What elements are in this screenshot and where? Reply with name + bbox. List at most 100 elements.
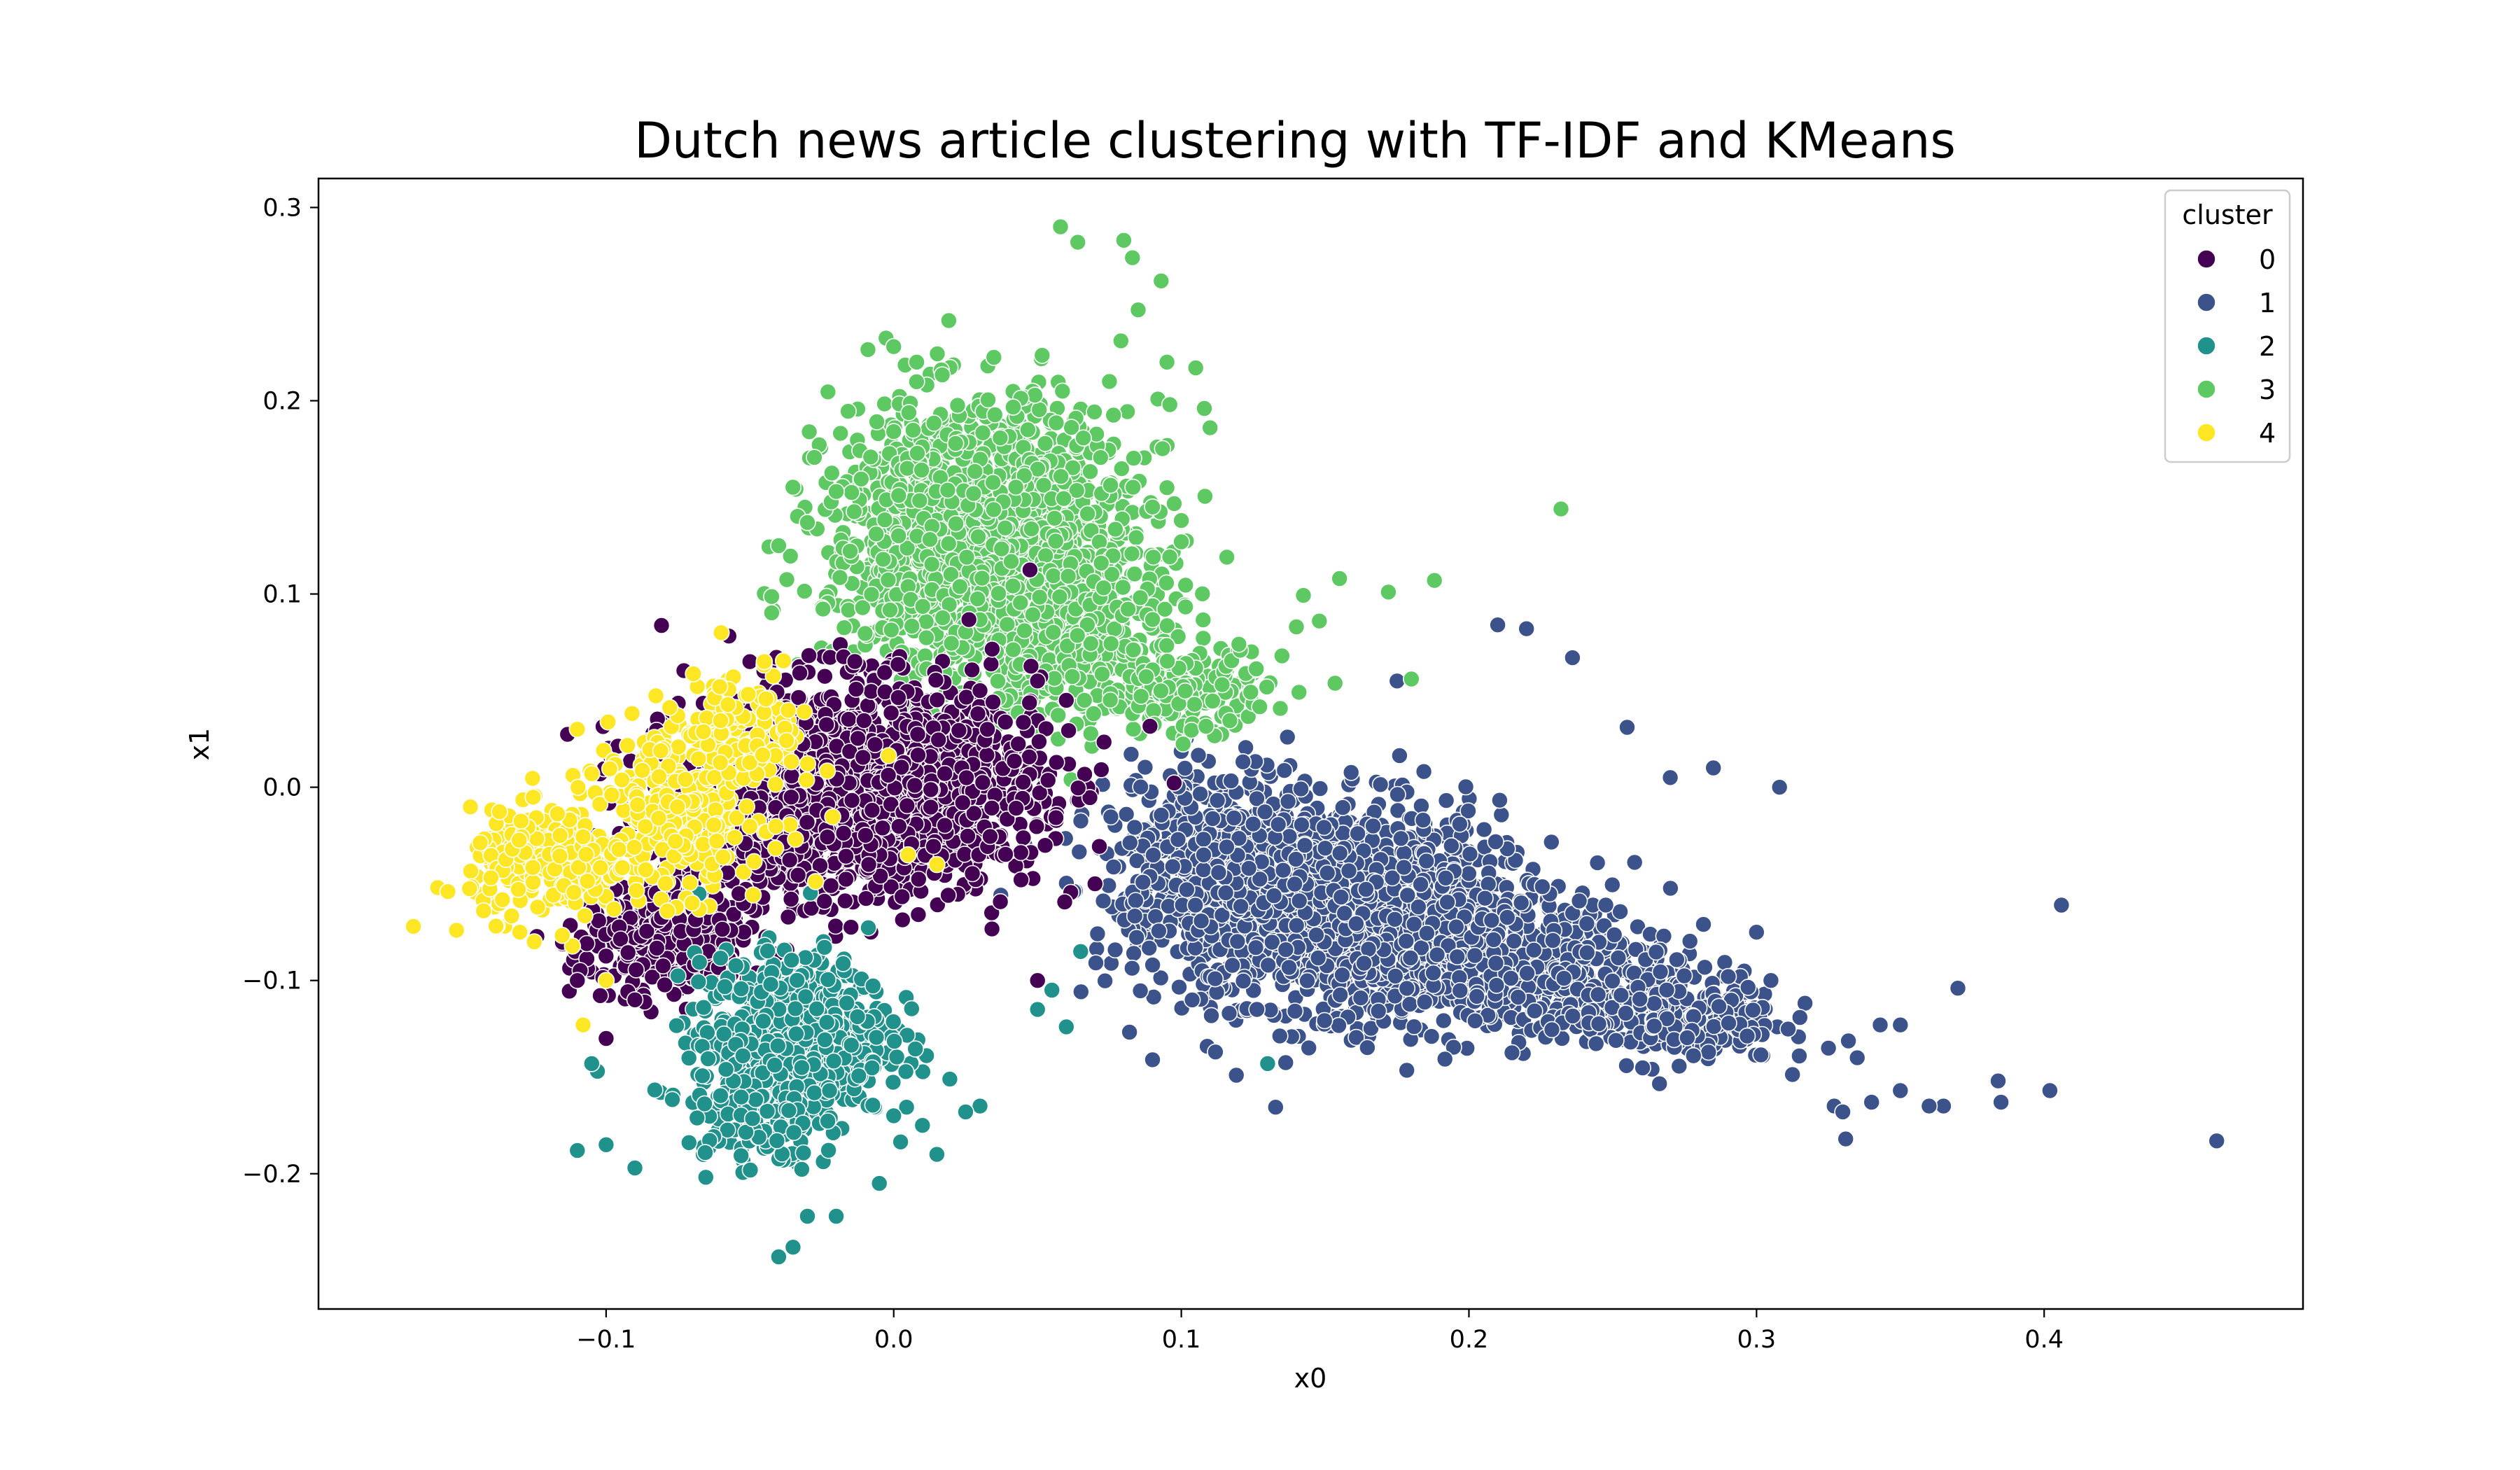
- data-point: [1412, 876, 1429, 893]
- data-point: [1112, 332, 1130, 350]
- data-point: [1176, 682, 1194, 700]
- data-point: [885, 423, 902, 440]
- data-point: [1186, 896, 1204, 914]
- data-point: [1564, 1007, 1582, 1025]
- data-point: [1762, 972, 1780, 989]
- data-point: [876, 395, 893, 413]
- data-point: [1424, 964, 1442, 982]
- data-point: [1102, 476, 1119, 494]
- data-point: [925, 414, 943, 432]
- data-point: [939, 535, 958, 552]
- data-point: [1380, 583, 1397, 601]
- data-point: [1716, 953, 1734, 972]
- data-point: [1059, 567, 1077, 585]
- data-point: [1152, 682, 1170, 700]
- data-point: [1210, 864, 1228, 881]
- data-point: [1144, 498, 1161, 516]
- data-point: [1935, 1097, 1952, 1115]
- data-point: [843, 484, 860, 501]
- data-point: [1092, 554, 1110, 572]
- data-point: [819, 383, 837, 401]
- chart-title: Dutch news article clustering with TF-ID…: [634, 112, 1956, 169]
- data-point: [1992, 1093, 2010, 1111]
- data-point: [1658, 981, 1676, 999]
- data-point: [1438, 893, 1456, 911]
- data-point: [969, 528, 987, 546]
- data-point: [840, 601, 858, 619]
- data-point: [904, 421, 922, 439]
- data-point: [1101, 691, 1119, 709]
- data-point: [1195, 846, 1212, 864]
- data-point: [1004, 640, 1022, 659]
- data-point: [1479, 875, 1497, 893]
- data-point: [1371, 776, 1390, 794]
- data-point: [1518, 620, 1535, 638]
- data-point: [1738, 1027, 1756, 1045]
- data-point: [868, 413, 886, 430]
- data-point: [1127, 528, 1145, 547]
- data-point: [1748, 923, 1765, 941]
- data-point: [1399, 886, 1417, 904]
- data-point: [1259, 956, 1277, 974]
- data-point: [1492, 806, 1511, 824]
- data-point: [1172, 533, 1190, 551]
- data-point: [1310, 612, 1329, 630]
- data-point: [1578, 915, 1596, 932]
- data-point: [1578, 944, 1596, 962]
- data-point: [1415, 993, 1434, 1011]
- data-point: [1647, 943, 1665, 961]
- data-point: [1267, 1098, 1284, 1116]
- data-point: [1063, 668, 1082, 685]
- data-point: [913, 597, 932, 615]
- data-point: [1369, 1002, 1387, 1020]
- data-point: [933, 366, 951, 384]
- data-point: [1206, 969, 1224, 988]
- data-point: [1251, 698, 1268, 716]
- data-point: [928, 345, 946, 363]
- data-point: [1072, 812, 1090, 830]
- data-point: [1244, 815, 1262, 833]
- data-point: [1457, 778, 1475, 796]
- data-point: [1131, 589, 1149, 607]
- data-point: [1298, 972, 1316, 990]
- data-point: [903, 617, 920, 635]
- data-point: [1505, 932, 1523, 950]
- data-point: [1144, 846, 1162, 864]
- data-point: [1357, 881, 1375, 898]
- data-point: [1287, 916, 1306, 934]
- data-point: [1403, 670, 1420, 688]
- data-point: [881, 601, 899, 619]
- data-point: [979, 391, 997, 409]
- data-point: [1121, 1023, 1138, 1041]
- data-point: [1436, 869, 1455, 887]
- data-point: [1739, 979, 1757, 996]
- data-point: [1196, 400, 1213, 417]
- data-point: [1132, 778, 1149, 796]
- data-point: [1840, 1032, 1857, 1050]
- data-point: [940, 312, 958, 330]
- data-point: [1096, 972, 1114, 990]
- data-point: [1051, 588, 1069, 606]
- data-point: [1082, 463, 1099, 481]
- data-point: [1170, 978, 1188, 996]
- data-point: [1300, 1039, 1317, 1057]
- data-point: [1004, 398, 1022, 416]
- data-point: [1448, 918, 1465, 936]
- data-point: [846, 503, 863, 521]
- data-point: [921, 531, 939, 549]
- data-point: [1280, 958, 1298, 976]
- data-point: [1488, 976, 1506, 994]
- data-point: [862, 585, 881, 603]
- data-point: [1271, 699, 1289, 718]
- data-point: [1274, 861, 1292, 879]
- data-point: [1588, 854, 1606, 872]
- data-point: [1293, 816, 1310, 834]
- data-point: [1055, 489, 1072, 507]
- data-point: [862, 448, 880, 466]
- data-point: [1466, 1012, 1484, 1030]
- data-point: [990, 584, 1007, 603]
- data-point: [1197, 718, 1215, 735]
- data-point: [839, 402, 857, 420]
- data-point: [1418, 924, 1436, 942]
- data-point: [1092, 449, 1110, 466]
